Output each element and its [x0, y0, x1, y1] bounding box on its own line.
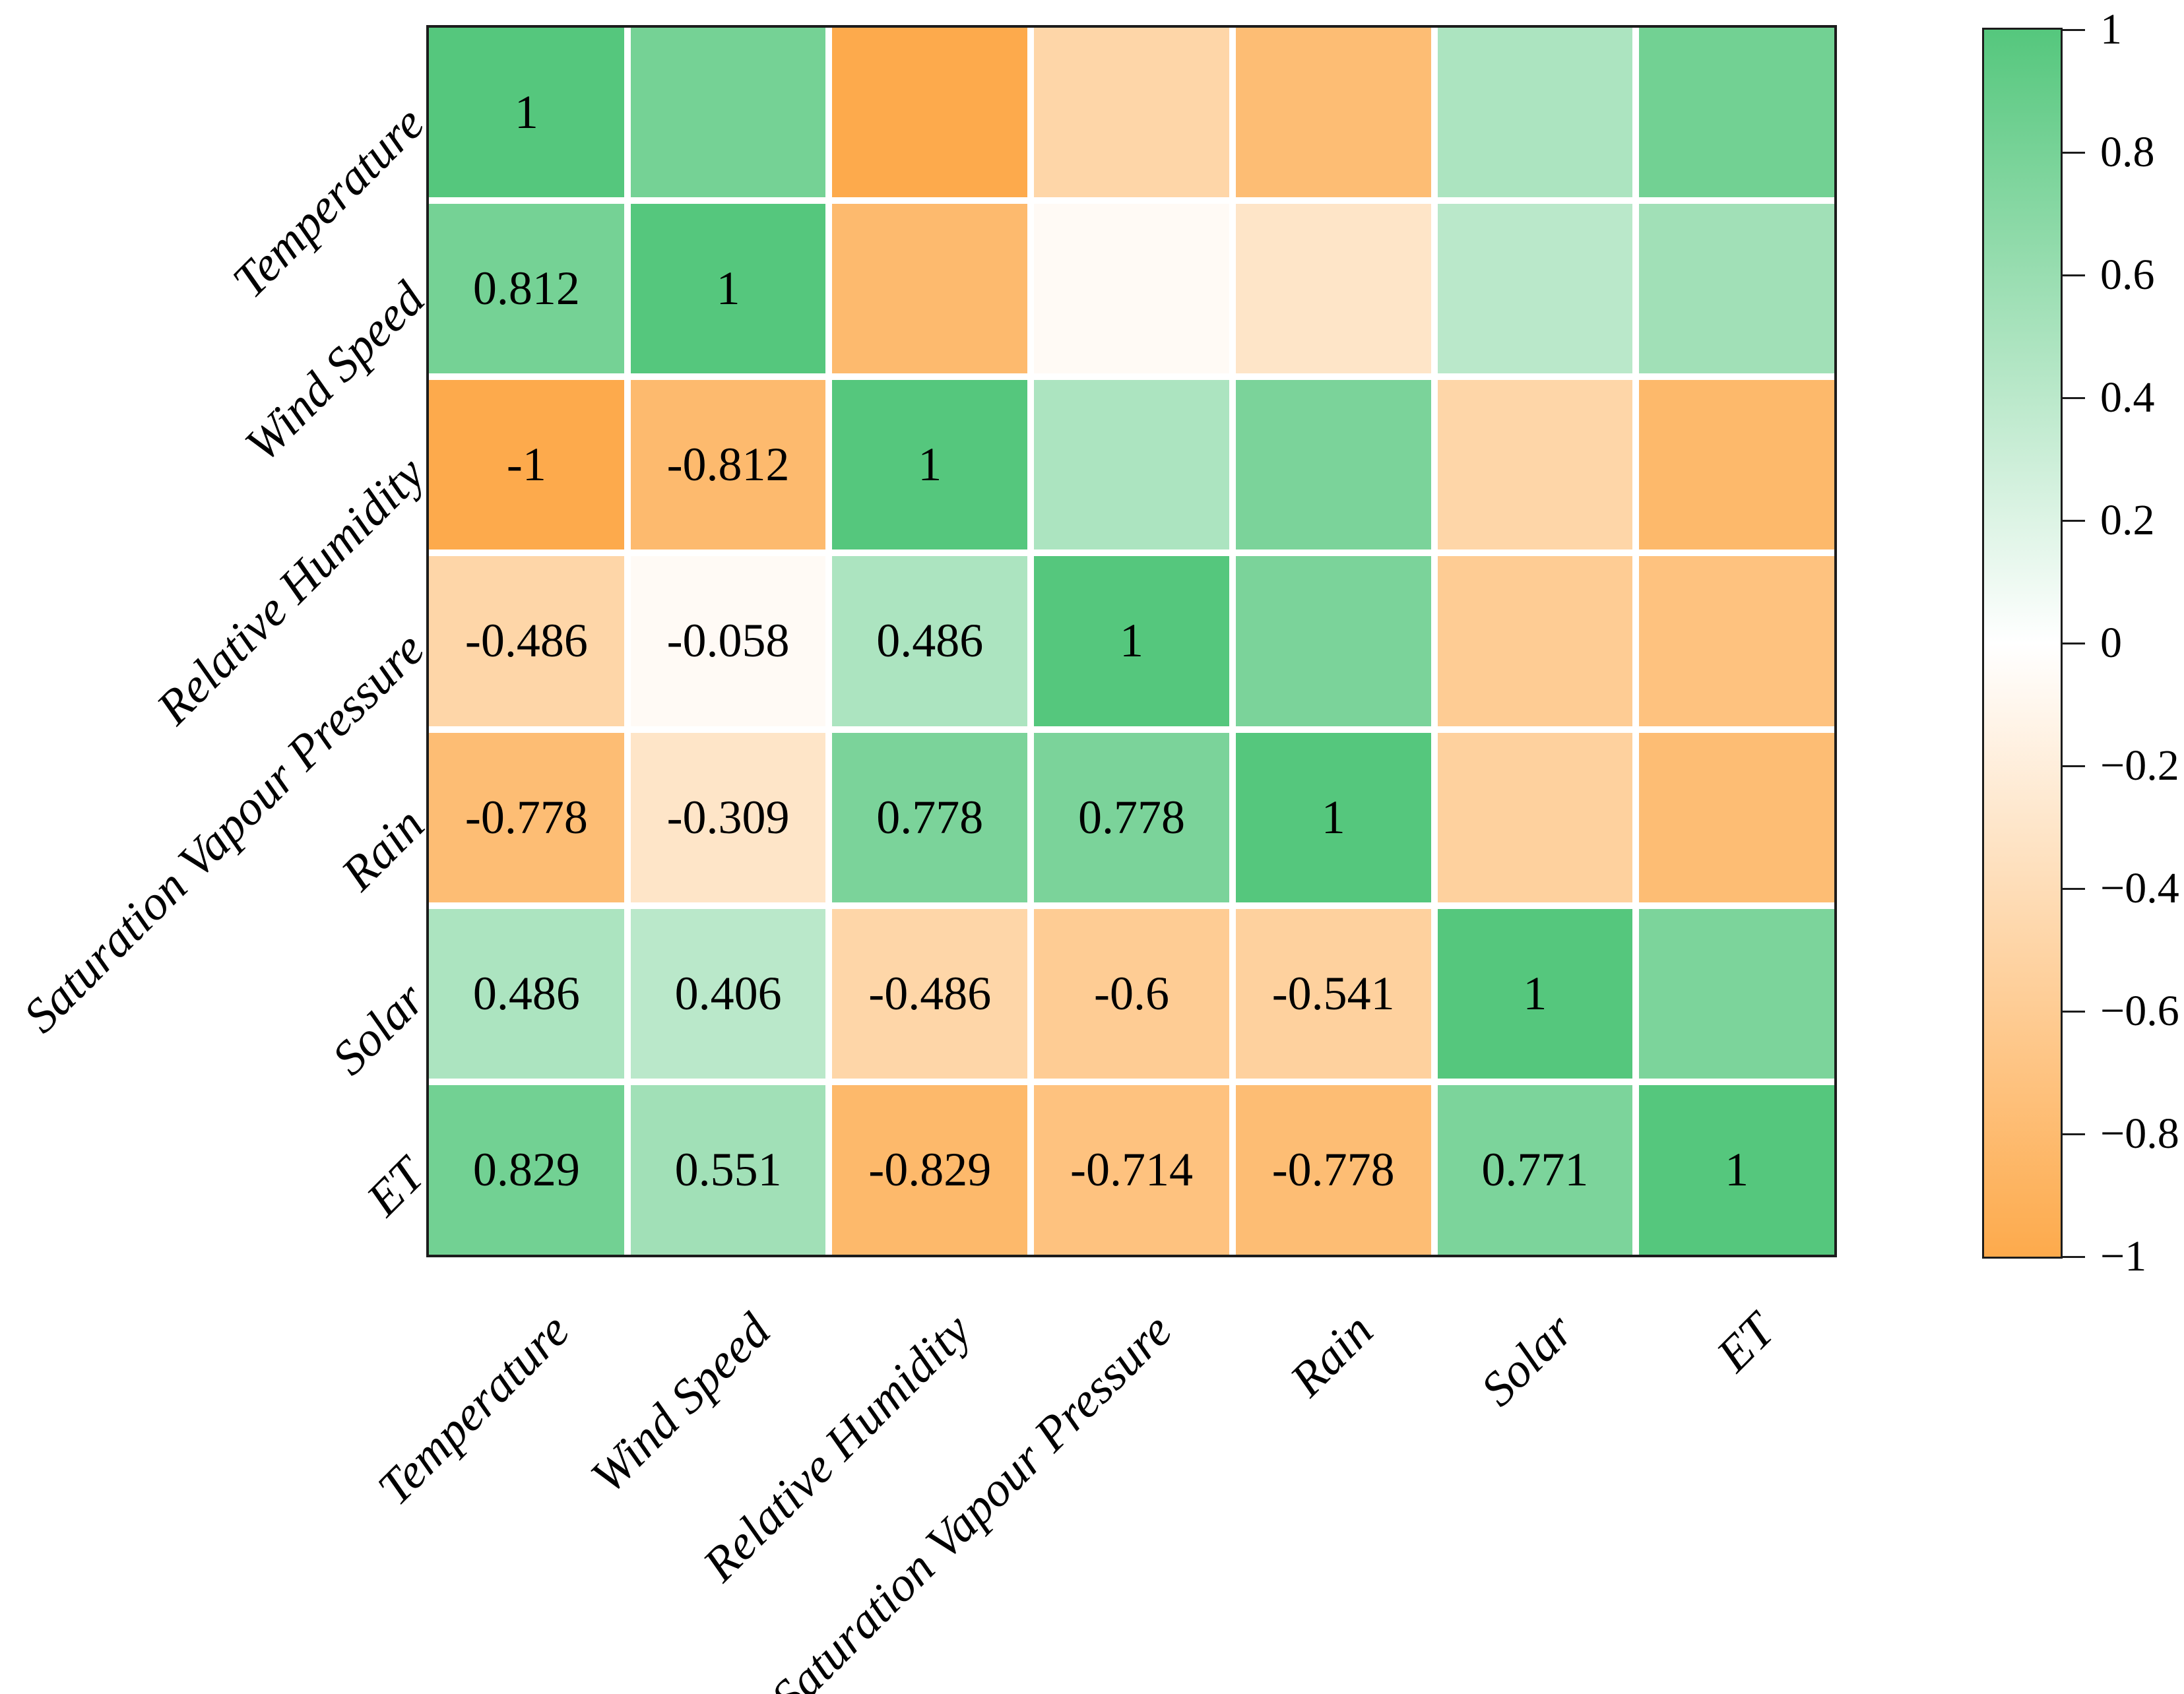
heatmap-cell: 0.406: [630, 908, 826, 1079]
heatmap-cell: [832, 204, 1028, 374]
colorbar-tick: [2061, 274, 2085, 276]
heatmap-cell: 1: [630, 204, 826, 374]
heatmap-cell: 1: [1639, 1084, 1834, 1255]
heatmap-cell: [1235, 556, 1431, 726]
heatmap-cell: [1639, 28, 1834, 198]
colorbar-tick-label: 1: [2100, 5, 2122, 53]
heatmap-cell: [1639, 732, 1834, 902]
colorbar-tick: [2061, 28, 2085, 31]
colorbar-tick: [2061, 396, 2085, 399]
heatmap-cell: 0.778: [832, 732, 1028, 902]
heatmap-cell: [1639, 556, 1834, 726]
heatmap-grid: 1 0.812 1 -1 -0.812 1 -0.486 -0.058 0.486 1 -0.778…: [426, 25, 1837, 1257]
heatmap-cell: -0.6: [1034, 908, 1229, 1079]
heatmap-cell: [1235, 380, 1431, 550]
heatmap-cell: [1235, 204, 1431, 374]
heatmap-cell: [1034, 380, 1229, 550]
x-axis-tick-label: Wind Speed: [580, 1303, 781, 1504]
heatmap-cell: -0.829: [832, 1084, 1028, 1255]
heatmap-cell: -0.714: [1034, 1084, 1229, 1255]
heatmap-cell: 0.551: [630, 1084, 826, 1255]
colorbar-tick-label: 0.8: [2100, 128, 2155, 176]
x-axis-tick-label: Solar: [1471, 1303, 1584, 1417]
colorbar-tick-label: −1: [2100, 1232, 2147, 1280]
x-axis-tick-label: Saturation Vapour Pressure: [761, 1303, 1182, 1694]
colorbar-tick-label: 0.4: [2100, 373, 2155, 422]
heatmap-cell: -0.778: [429, 732, 624, 902]
heatmap-cell: -0.541: [1235, 908, 1431, 1079]
colorbar-tick-label: −0.6: [2100, 987, 2179, 1035]
heatmap-cell: [1437, 28, 1633, 198]
heatmap-cell: -0.058: [630, 556, 826, 726]
colorbar-tick: [2061, 887, 2085, 890]
heatmap-cell: 0.778: [1034, 732, 1229, 902]
heatmap-cell: 0.486: [429, 908, 624, 1079]
colorbar-tick-label: −0.4: [2100, 864, 2179, 912]
heatmap-cell: -0.309: [630, 732, 826, 902]
heatmap-cell: [1034, 28, 1229, 198]
colorbar-tick: [2061, 765, 2085, 767]
y-axis-tick-label: Solar: [321, 972, 435, 1086]
colorbar-tick-label: −0.8: [2100, 1110, 2179, 1158]
colorbar-tick-label: 0.6: [2100, 251, 2155, 299]
heatmap-cell: -0.778: [1235, 1084, 1431, 1255]
x-axis-tick-label: ET: [1706, 1303, 1785, 1383]
heatmap-cell: 1: [1034, 556, 1229, 726]
heatmap-cell: -0.486: [832, 908, 1028, 1079]
heatmap-cell: -1: [429, 380, 624, 550]
heatmap-cell: 0.771: [1437, 1084, 1633, 1255]
heatmap-cell: -0.812: [630, 380, 826, 550]
heatmap-cell: 1: [1437, 908, 1633, 1079]
heatmap-cell: [1437, 556, 1633, 726]
colorbar-tick-label: 0: [2100, 619, 2122, 667]
colorbar: [1982, 28, 2063, 1259]
y-axis-tick-label: ET: [356, 1148, 435, 1227]
colorbar-tick: [2061, 1010, 2085, 1013]
heatmap-cell: [1437, 732, 1633, 902]
heatmap-cell: [630, 28, 826, 198]
colorbar-tick: [2061, 1255, 2085, 1258]
colorbar-tick: [2061, 1133, 2085, 1135]
y-axis-tick-label: Rain: [331, 797, 435, 901]
heatmap-cell: -0.486: [429, 556, 624, 726]
y-axis-tick-label: Temperature: [222, 96, 435, 309]
heatmap-cell: [1639, 908, 1834, 1079]
heatmap-cell: 1: [429, 28, 624, 198]
heatmap-cell: [1437, 204, 1633, 374]
heatmap-cell: [1639, 380, 1834, 550]
heatmap-cell: 1: [1235, 732, 1431, 902]
colorbar-tick: [2061, 151, 2085, 154]
colorbar-tick: [2061, 642, 2085, 644]
x-axis-tick-label: Rain: [1279, 1303, 1384, 1407]
x-axis-tick-label: Temperature: [368, 1303, 581, 1516]
heatmap-cell: 0.812: [429, 204, 624, 374]
heatmap-cell: [1034, 204, 1229, 374]
colorbar-tick-label: −0.2: [2100, 741, 2179, 790]
heatmap-cell: 0.486: [832, 556, 1028, 726]
heatmap-cell: 1: [832, 380, 1028, 550]
heatmap-cell: [832, 28, 1028, 198]
colorbar-tick: [2061, 519, 2085, 522]
heatmap-cell: [1437, 380, 1633, 550]
heatmap-cell: [1639, 204, 1834, 374]
heatmap-cell: [1235, 28, 1431, 198]
colorbar-tick-label: 0.2: [2100, 496, 2155, 544]
heatmap-cell: 0.829: [429, 1084, 624, 1255]
